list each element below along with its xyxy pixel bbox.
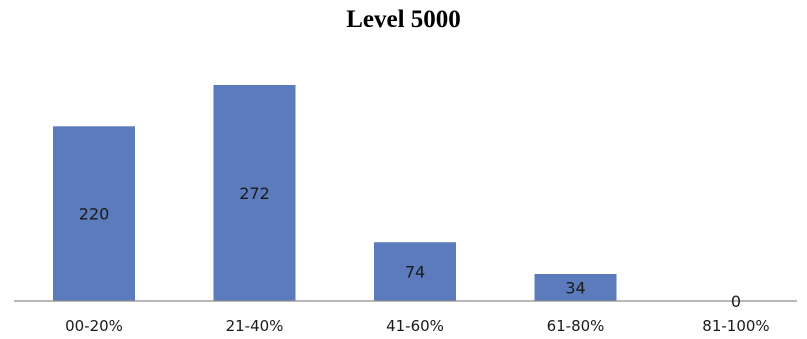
x-tick-label-61-80%: 61-80% <box>547 317 605 335</box>
bar-21-40% <box>213 85 296 301</box>
x-tick-labels-layer: 00-20% 21-40% 41-60% 61-80% 81-100% <box>65 317 770 335</box>
data-label-21-40%: 272 <box>239 184 270 203</box>
data-label-81-100%: 0 <box>731 292 741 311</box>
data-label-00-20%: 220 <box>79 205 110 224</box>
data-label-61-80%: 34 <box>565 279 585 298</box>
bar-41-60% <box>374 242 456 301</box>
data-label-41-60%: 74 <box>405 263 425 282</box>
chart-title: Level 5000 <box>346 6 461 33</box>
bars-layer <box>53 85 617 301</box>
data-labels-layer: 220 272 74 34 0 <box>79 184 741 311</box>
bar-00-20% <box>53 126 135 301</box>
x-tick-label-81-100%: 81-100% <box>702 317 769 335</box>
x-tick-label-41-60%: 41-60% <box>386 317 444 335</box>
x-tick-label-21-40%: 21-40% <box>226 317 284 335</box>
bar-61-80% <box>534 274 617 301</box>
x-tick-label-00-20%: 00-20% <box>65 317 123 335</box>
